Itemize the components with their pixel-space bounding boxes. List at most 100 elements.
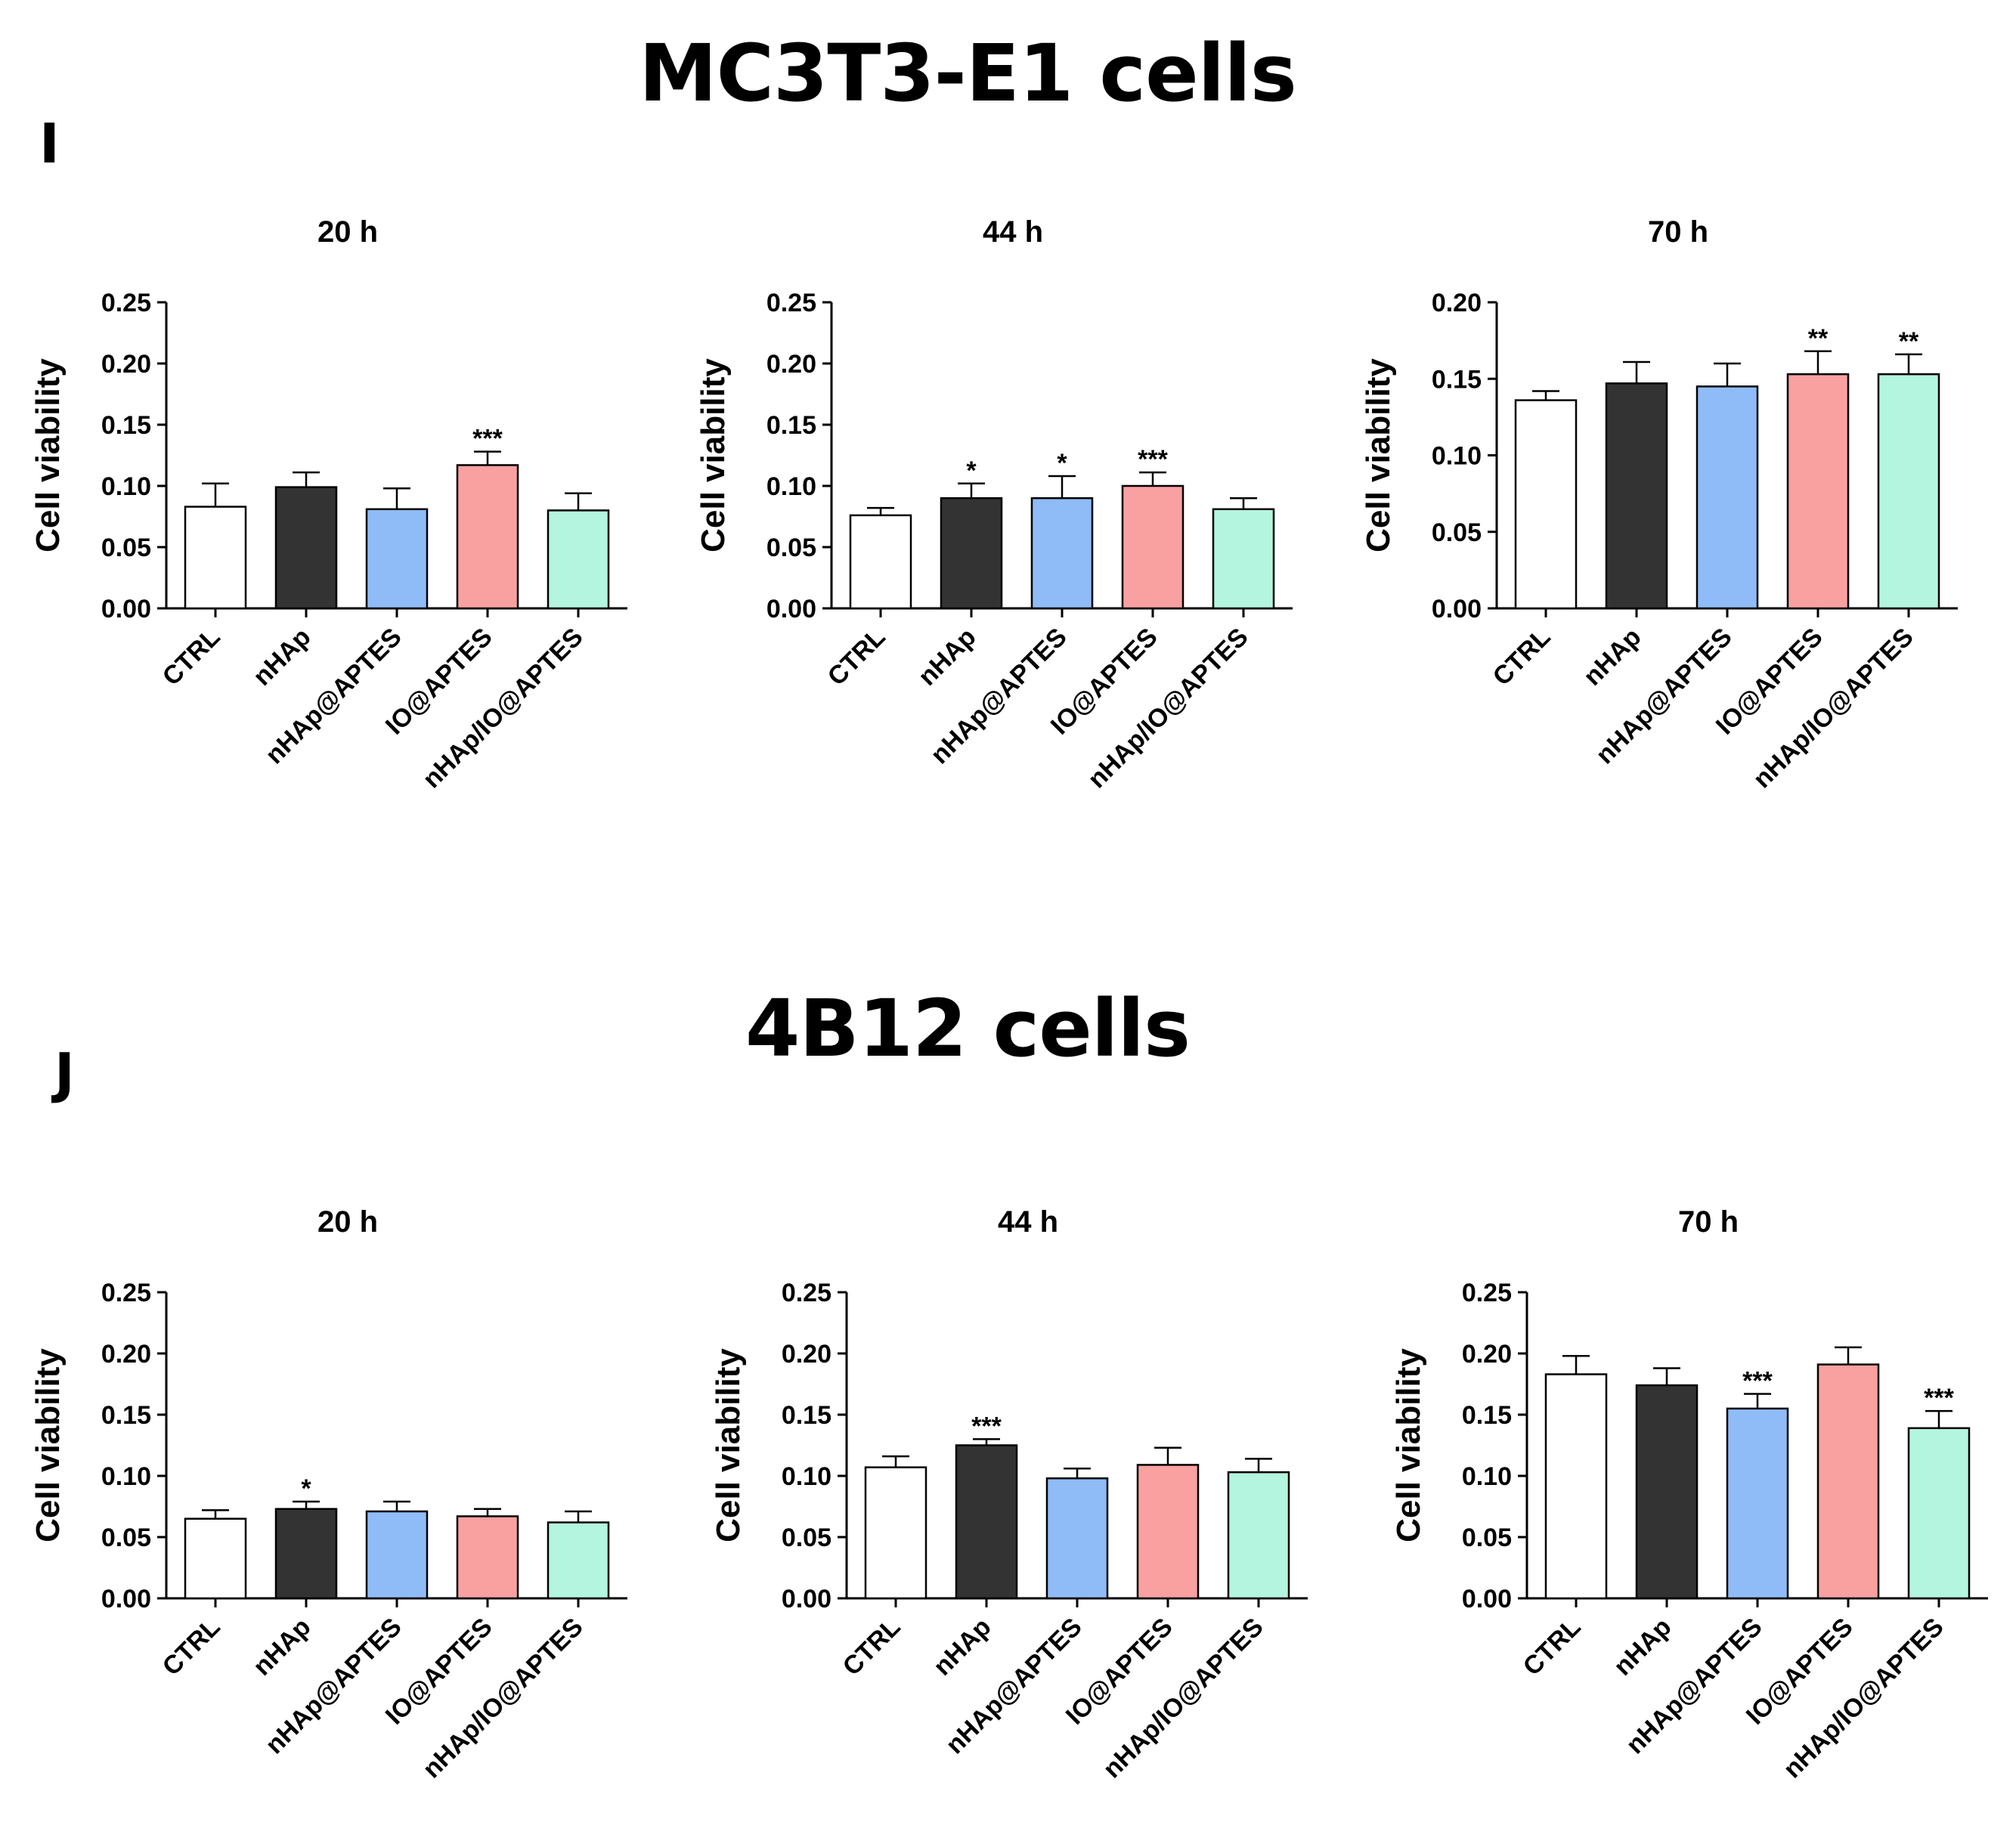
y-tick-label: 0.25 bbox=[101, 289, 151, 317]
chart-mc3t3-70h: 70 h Cell viability 0.00 0.05 0.10 0.15 0.20 CT… bbox=[1360, 215, 1958, 794]
x-tick-label: CTRL bbox=[838, 1613, 906, 1681]
bar-nhap-aptes bbox=[1045, 1477, 1109, 1600]
x-tick-label: nHAp bbox=[248, 1613, 317, 1681]
significance-marker: *** bbox=[1742, 1366, 1773, 1395]
y-tick-label: 0.10 bbox=[766, 472, 816, 501]
bar-io-aptes bbox=[1786, 373, 1850, 610]
y-tick-label: 0.15 bbox=[1462, 1401, 1512, 1430]
y-tick-label: 0.15 bbox=[766, 411, 816, 440]
x-tick-label: nHAp bbox=[1578, 623, 1647, 691]
bar-nhap-aptes bbox=[1726, 1407, 1789, 1600]
chart-title: 20 h bbox=[317, 215, 378, 249]
x-tick-label: nHAp/IO@APTES bbox=[1098, 1613, 1269, 1784]
y-tick-label: 0.05 bbox=[101, 1523, 151, 1552]
chart-title: 70 h bbox=[1678, 1205, 1739, 1239]
bar-ctrl bbox=[864, 1466, 927, 1600]
x-tick-label: nHAp bbox=[1609, 1613, 1677, 1681]
y-tick-label: 0.25 bbox=[766, 289, 816, 317]
section-title-4b12: 4B12 cells bbox=[745, 982, 1191, 1075]
bar-nhap-io-aptes bbox=[547, 509, 610, 610]
bar-nhap bbox=[274, 486, 338, 610]
bar-io-aptes bbox=[1121, 484, 1185, 610]
bar-ctrl bbox=[849, 514, 912, 610]
bar-nhap-io-aptes bbox=[1227, 1471, 1290, 1600]
y-tick-label: 0.15 bbox=[1432, 365, 1482, 394]
y-tick-label: 0.15 bbox=[101, 1401, 151, 1430]
y-tick-label: 0.10 bbox=[1462, 1462, 1512, 1491]
panel-letter-j: J bbox=[54, 1041, 75, 1105]
y-tick-label: 0.00 bbox=[1462, 1585, 1512, 1613]
x-tick-label: CTRL bbox=[157, 623, 226, 691]
y-tick-label: 0.10 bbox=[1432, 442, 1482, 471]
x-tick-label: nHAp/IO@APTES bbox=[1082, 623, 1254, 794]
x-tick-label: nHAp bbox=[928, 1613, 997, 1681]
bar-io-aptes bbox=[1816, 1363, 1880, 1600]
y-tick-label: 0.20 bbox=[1462, 1340, 1512, 1369]
y-tick-label: 0.20 bbox=[766, 350, 816, 379]
bar-nhap-aptes bbox=[1030, 496, 1094, 610]
bar-nhap-io-aptes bbox=[1907, 1427, 1971, 1600]
y-tick-label: 0.10 bbox=[101, 472, 151, 501]
significance-marker: *** bbox=[472, 425, 503, 453]
chart-title: 70 h bbox=[1648, 215, 1708, 249]
chart-title: 44 h bbox=[983, 215, 1043, 249]
bar-nhap-io-aptes bbox=[547, 1521, 610, 1600]
bar-nhap-aptes bbox=[1695, 385, 1759, 610]
bar-ctrl bbox=[1544, 1373, 1608, 1600]
bar-io-aptes bbox=[456, 464, 519, 610]
chart-mc3t3-20h: 20 h Cell viability 0.00 0.05 0.10 0.15 0.20 0.… bbox=[29, 215, 627, 794]
y-tick-label: 0.15 bbox=[101, 411, 151, 440]
y-tick-label: 0.20 bbox=[782, 1340, 831, 1369]
x-tick-label: CTRL bbox=[1518, 1613, 1587, 1681]
y-tick-label: 0.05 bbox=[101, 534, 151, 562]
y-tick-label: 0.00 bbox=[101, 1585, 151, 1613]
y-tick-label: 0.05 bbox=[1462, 1523, 1512, 1552]
x-tick-label: nHAp bbox=[248, 623, 317, 691]
significance-marker: * bbox=[301, 1474, 311, 1503]
y-tick-label: 0.20 bbox=[1432, 289, 1482, 317]
x-tick-label: CTRL bbox=[822, 623, 891, 691]
bar-nhap-aptes bbox=[365, 1510, 429, 1600]
chart-title: 20 h bbox=[317, 1205, 378, 1239]
significance-marker: * bbox=[1057, 449, 1067, 478]
y-tick-label: 0.00 bbox=[101, 595, 151, 623]
y-tick-label: 0.10 bbox=[782, 1462, 831, 1491]
y-tick-label: 0.05 bbox=[766, 534, 816, 562]
x-tick-label: CTRL bbox=[157, 1613, 226, 1681]
bar-nhap bbox=[1635, 1384, 1699, 1600]
y-tick-label: 0.10 bbox=[101, 1462, 151, 1491]
y-axis-label: Cell viability bbox=[29, 1348, 67, 1542]
x-tick-label: nHAp/IO@APTES bbox=[1748, 623, 1919, 794]
significance-marker: ** bbox=[1808, 324, 1829, 353]
chart-4b12-70h: 70 h Cell viability 0.00 0.05 0.10 0.15 0.20 0.… bbox=[1390, 1205, 1988, 1783]
section-title-mc3t3: MC3T3-E1 cells bbox=[639, 27, 1297, 119]
y-tick-label: 0.15 bbox=[782, 1401, 831, 1430]
x-tick-label: nHAp/IO@APTES bbox=[417, 623, 589, 794]
y-tick-label: 0.00 bbox=[782, 1585, 831, 1613]
y-tick-label: 0.00 bbox=[766, 595, 816, 623]
y-tick-label: 0.25 bbox=[782, 1279, 831, 1307]
chart-title: 44 h bbox=[998, 1205, 1058, 1239]
y-tick-label: 0.20 bbox=[101, 1340, 151, 1369]
bar-nhap bbox=[1605, 382, 1668, 610]
significance-marker: ** bbox=[1899, 327, 1919, 356]
y-tick-label: 0.05 bbox=[782, 1523, 831, 1552]
bar-ctrl bbox=[184, 1517, 247, 1600]
bar-ctrl bbox=[1514, 399, 1578, 610]
x-tick-label: nHAp bbox=[913, 623, 982, 691]
x-tick-label: nHAp/IO@APTES bbox=[417, 1613, 589, 1784]
y-axis-label: Cell viability bbox=[1360, 358, 1397, 552]
bar-nhap-io-aptes bbox=[1877, 373, 1940, 610]
bar-ctrl bbox=[184, 506, 247, 610]
bar-io-aptes bbox=[456, 1515, 519, 1600]
y-tick-label: 0.25 bbox=[1462, 1279, 1512, 1307]
bar-nhap-io-aptes bbox=[1212, 508, 1275, 610]
y-axis-label: Cell viability bbox=[29, 358, 67, 552]
y-tick-label: 0.25 bbox=[101, 1279, 151, 1307]
y-tick-label: 0.20 bbox=[101, 350, 151, 379]
bar-nhap bbox=[955, 1444, 1018, 1600]
y-axis-label: Cell viability bbox=[695, 358, 732, 552]
significance-marker: *** bbox=[1138, 445, 1168, 474]
chart-4b12-44h: 44 h Cell viability 0.00 0.05 0.10 0.15 0.20 0.… bbox=[710, 1205, 1308, 1784]
significance-marker: *** bbox=[1924, 1384, 1954, 1412]
